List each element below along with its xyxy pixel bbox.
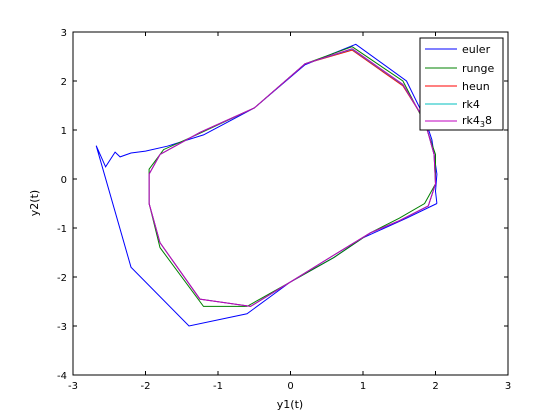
y-axis-label: y2(t) [28, 190, 41, 216]
y-tick-label: -1 [57, 224, 67, 235]
legend-label-main: rk4 [462, 114, 480, 127]
y-tick-label: -2 [57, 273, 67, 284]
x-tick-label: -2 [141, 381, 151, 392]
legend-label: rk4 [462, 98, 480, 111]
legend: euler runge heun rk4 rk438 [420, 38, 503, 130]
y-tick-label: 2 [61, 77, 67, 88]
legend-label-tail: 8 [485, 114, 492, 127]
x-tick-label: -1 [213, 381, 223, 392]
y-tick-label: -4 [57, 371, 67, 382]
legend-label: rk438 [462, 114, 492, 129]
y-tick-label: 0 [61, 175, 67, 186]
y-tick-label: -3 [57, 322, 67, 333]
y-tick-label: 3 [61, 28, 67, 39]
x-tick-label: -3 [68, 381, 78, 392]
x-tick-label: 3 [505, 381, 511, 392]
legend-label: runge [462, 62, 494, 75]
x-tick-label: 1 [360, 381, 366, 392]
x-tick-label: 2 [432, 381, 438, 392]
y-tick-label: 1 [61, 126, 67, 137]
x-axis-label: y1(t) [277, 398, 303, 411]
legend-label: heun [462, 80, 490, 93]
x-tick-label: 0 [287, 381, 293, 392]
legend-label: euler [462, 43, 491, 56]
